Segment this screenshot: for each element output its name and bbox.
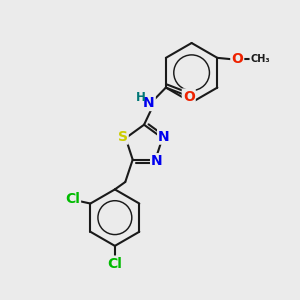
Text: O: O <box>183 89 195 103</box>
Text: S: S <box>118 130 128 144</box>
Text: Cl: Cl <box>65 192 80 206</box>
Text: O: O <box>231 52 243 66</box>
Text: N: N <box>158 130 170 144</box>
Text: N: N <box>151 154 163 168</box>
Text: CH₃: CH₃ <box>250 54 270 64</box>
Text: H: H <box>136 91 146 103</box>
Text: N: N <box>143 96 155 110</box>
Text: Cl: Cl <box>107 257 122 271</box>
